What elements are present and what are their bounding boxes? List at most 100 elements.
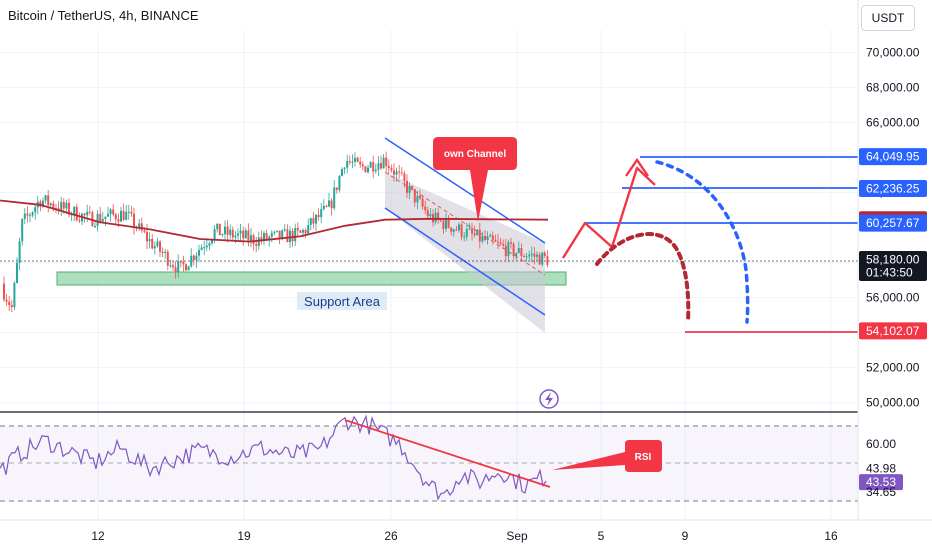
candle (403, 170, 406, 188)
candle (299, 229, 302, 234)
candle (198, 244, 200, 262)
candle (109, 207, 112, 222)
candle (351, 154, 354, 169)
price-tag-value: 54,102.07 (866, 324, 920, 338)
candle (445, 213, 447, 233)
candle (325, 204, 328, 208)
time-axis[interactable]: 12 19 26 Sep 5 9 16 (91, 529, 838, 543)
candle (286, 224, 289, 243)
candle (304, 228, 307, 239)
candle (104, 216, 107, 227)
candle (75, 203, 78, 222)
lightning-icon[interactable] (539, 389, 559, 409)
candle (354, 152, 356, 167)
candle (382, 154, 385, 169)
candle (507, 239, 510, 263)
candle (452, 228, 455, 237)
candle (525, 252, 528, 262)
candle (244, 227, 247, 239)
candle (333, 179, 336, 211)
candle (317, 208, 320, 221)
rsi-tag-value: 34.65 (866, 485, 896, 499)
candle (343, 167, 346, 175)
candle (517, 241, 520, 254)
candle (91, 210, 94, 227)
candle (231, 226, 234, 242)
candle (385, 151, 388, 172)
candle (455, 225, 458, 231)
candle (478, 222, 481, 249)
candle (458, 222, 460, 233)
candle (312, 211, 315, 229)
candle (226, 219, 229, 243)
price-tag-level-60257: 60,257.67 (859, 214, 927, 232)
candle (419, 189, 421, 201)
candle (156, 237, 159, 248)
candle (16, 257, 18, 284)
candle (146, 224, 148, 250)
candle (34, 204, 37, 220)
rsi-tag-value: 43.98 (866, 461, 896, 475)
candle (205, 238, 208, 252)
candle (122, 203, 125, 221)
candle (107, 206, 109, 217)
candle (192, 254, 195, 266)
candles (3, 151, 549, 313)
candle (255, 236, 258, 253)
candle (21, 218, 24, 246)
support-area-zone (56, 271, 567, 286)
channel-callout (433, 137, 517, 222)
candle (471, 222, 473, 241)
support-area-label: Support Area (304, 294, 381, 309)
candle (70, 211, 73, 221)
candle (520, 243, 523, 260)
candle (416, 191, 419, 210)
candle (237, 228, 239, 242)
candle (268, 234, 271, 247)
candle (179, 261, 182, 268)
candle (481, 231, 484, 244)
currency-selector[interactable]: USDT (861, 5, 915, 31)
candle (47, 190, 50, 213)
candle (99, 206, 102, 224)
price-tag-level-62236: 62,236.25 (859, 179, 927, 197)
candle (94, 221, 96, 229)
candle (307, 218, 310, 236)
candle (224, 220, 226, 241)
candle (536, 251, 538, 262)
candle (283, 223, 286, 232)
candle (434, 208, 437, 225)
time-tick-label: 26 (384, 529, 398, 543)
rsi-tag-value: 43.53 (866, 475, 896, 489)
candle (320, 202, 323, 223)
candle (510, 237, 512, 249)
rsi-trendline (344, 419, 551, 488)
candle (182, 255, 185, 272)
candle (270, 230, 273, 243)
countdown-label: 01:43:50 (866, 265, 913, 279)
rsi-axis[interactable]: 60.00 (866, 437, 896, 451)
candle (463, 232, 466, 242)
candle (393, 163, 395, 182)
candle (359, 156, 362, 168)
candle (73, 205, 76, 221)
channel-mid-line (384, 171, 546, 276)
rsi-tag-rsi-43-98: 43.98 (866, 461, 896, 475)
candle (159, 240, 161, 258)
candle (203, 240, 206, 256)
candle (127, 205, 130, 220)
candle (26, 206, 29, 223)
candle (153, 241, 156, 255)
candle (195, 252, 198, 269)
candle (216, 223, 219, 233)
candle (528, 250, 531, 260)
candle (44, 194, 47, 204)
candle (502, 239, 505, 250)
candle (504, 238, 507, 262)
candle (489, 233, 492, 237)
candle (276, 230, 278, 233)
candle (421, 194, 424, 210)
candle (424, 200, 427, 215)
